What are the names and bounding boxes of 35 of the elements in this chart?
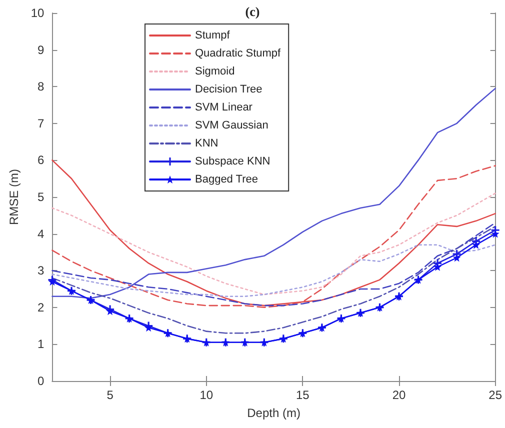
y-tick-label: 8 bbox=[38, 80, 45, 94]
x-tick-label: 20 bbox=[392, 388, 406, 402]
legend-label: SVM Linear bbox=[195, 102, 253, 114]
legend-label: SVM Gaussian bbox=[195, 120, 268, 132]
y-tick-label: 7 bbox=[38, 116, 45, 130]
y-tick-label: 1 bbox=[38, 337, 45, 352]
line-series bbox=[52, 222, 496, 306]
legend-label: Sigmoid bbox=[195, 66, 235, 78]
y-tick-label: 6 bbox=[38, 153, 45, 168]
point bbox=[452, 254, 461, 262]
legend-label: KNN bbox=[195, 138, 218, 150]
y-tick-label: 5 bbox=[38, 190, 45, 204]
y-tick-label: 10 bbox=[30, 6, 45, 20]
x-tick-label: 10 bbox=[200, 388, 214, 402]
x-tick-label: 25 bbox=[488, 388, 502, 402]
y-tick-label: 2 bbox=[38, 300, 45, 314]
y-tick-label: 4 bbox=[38, 226, 45, 241]
x-axis-title: Depth (m) bbox=[247, 406, 300, 420]
line-series bbox=[52, 244, 496, 298]
y-tick-label: 0 bbox=[38, 374, 45, 388]
line-series bbox=[52, 192, 496, 296]
x-tick-label: 5 bbox=[106, 388, 114, 402]
point bbox=[434, 262, 442, 271]
legend-label: Decision Tree bbox=[195, 84, 262, 96]
y-tick-label: 3 bbox=[38, 264, 45, 278]
y-tick-label: 9 bbox=[38, 42, 45, 57]
legend-label: Subspace KNN bbox=[195, 156, 270, 168]
legend-label: Stumpf bbox=[195, 30, 231, 42]
point bbox=[491, 230, 500, 238]
legend-label: Quadratic Stumpf bbox=[195, 48, 282, 60]
chart-title: (c) bbox=[245, 4, 260, 19]
x-tick-label: 15 bbox=[296, 388, 310, 402]
legend-label: Bagged Tree bbox=[195, 174, 258, 186]
y-axis-title: RMSE (m) bbox=[7, 169, 21, 225]
point bbox=[472, 240, 480, 249]
